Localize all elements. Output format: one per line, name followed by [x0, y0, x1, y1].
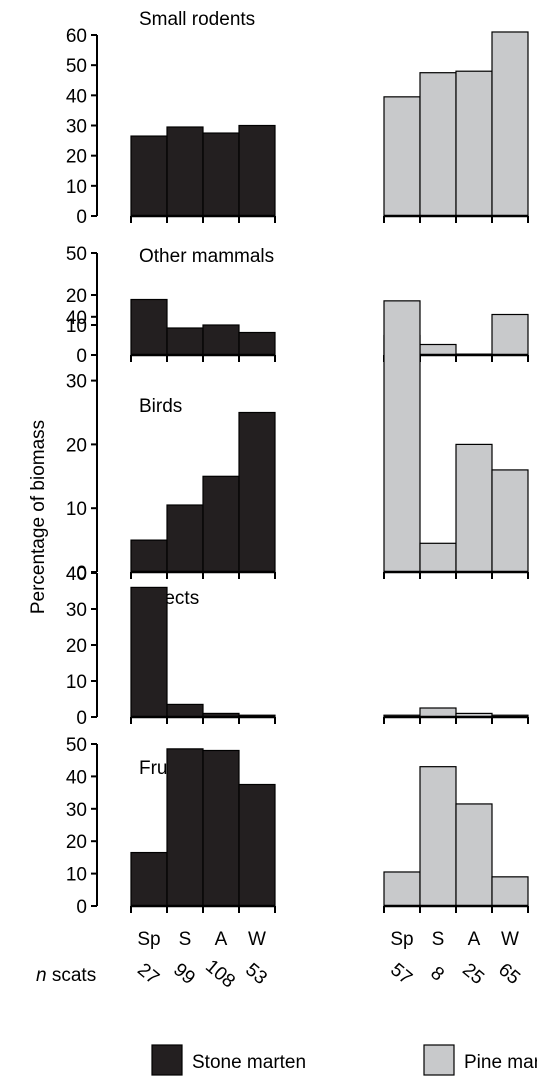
bar-pine-marten-a [455, 70, 493, 217]
season-label: Sp [390, 929, 413, 950]
bar-stone-marten-sp [130, 135, 168, 217]
y-tick-label: 10 [66, 177, 87, 198]
bar-stone-marten-w [238, 411, 276, 573]
bar-pine-marten-s [419, 72, 457, 217]
bar-stone-marten-sp [130, 586, 168, 718]
bar-stone-marten-sp [130, 539, 168, 573]
bar-stone-marten-a [202, 749, 240, 907]
n-scats-label-n: n [36, 965, 47, 986]
y-tick-label: 10 [66, 865, 87, 886]
panel-title: Small rodents [139, 9, 255, 30]
y-tick-label: 50 [66, 56, 87, 77]
bar-stone-marten-sp [130, 298, 168, 356]
y-tick-label: 30 [66, 600, 87, 621]
y-tick-label: 0 [76, 708, 87, 729]
y-tick-label: 30 [66, 800, 87, 821]
bar-stone-marten-a [202, 324, 240, 356]
y-tick-label: 40 [66, 86, 87, 107]
n-scats-label-rest: scats [47, 965, 97, 986]
season-label: A [468, 929, 481, 950]
legend-swatch-stone-marten [151, 1044, 183, 1076]
y-tick-label: 10 [66, 499, 87, 520]
bar-pine-marten-a [455, 803, 493, 907]
bar-pine-marten-a [455, 443, 493, 573]
bar-pine-marten-sp [383, 300, 421, 573]
y-tick-label: 0 [76, 897, 87, 918]
bar-pine-marten-s [419, 707, 457, 718]
y-tick-label: 0 [76, 563, 87, 584]
bar-stone-marten-s [166, 504, 204, 573]
bar-stone-marten-a [202, 132, 240, 217]
y-tick-label: 0 [76, 207, 87, 228]
bar-pine-marten-w [491, 876, 529, 907]
y-tick-label: 30 [66, 372, 87, 393]
n-scats-value: 108 [201, 956, 239, 992]
n-scats-value: 65 [494, 959, 524, 989]
season-label: Sp [137, 929, 160, 950]
season-label: S [432, 929, 445, 950]
y-tick-label: 40 [66, 564, 87, 585]
y-tick-label: 10 [66, 316, 87, 337]
bar-stone-marten-w [238, 331, 276, 356]
panel-other-mammals: Other mammals 0 10 20 [66, 246, 529, 367]
panel-title: Birds [139, 396, 182, 417]
y-tick-label: 20 [66, 286, 87, 307]
bar-stone-marten-w [238, 783, 276, 907]
panel-title: Other mammals [139, 246, 274, 267]
bar-stone-marten-sp [130, 851, 168, 907]
y-tick-label: 40 [66, 767, 87, 788]
chart-panels: Small rodents 0 10 20 30 40 50 60 Other mammals 0… [66, 9, 529, 918]
bar-stone-marten-a [202, 475, 240, 573]
bar-stone-marten-s [166, 748, 204, 907]
bar-pine-marten-w [491, 313, 529, 356]
season-label: W [501, 929, 519, 950]
n-scats-value: 57 [386, 959, 416, 989]
y-tick-label: 50 [66, 244, 87, 265]
y-tick-label: 20 [66, 636, 87, 657]
season-label: S [179, 929, 192, 950]
n-scats-value: 25 [458, 959, 488, 989]
y-tick-label: 50 [66, 735, 87, 756]
n-scats-label: n scats [36, 965, 96, 986]
y-tick-label: 20 [66, 832, 87, 853]
y-tick-label: 20 [66, 147, 87, 168]
panel-birds: Birds 0 10 20 30 40 50 [66, 244, 529, 584]
y-tick-label: 0 [76, 346, 87, 367]
bar-pine-marten-w [491, 469, 529, 573]
y-tick-label: 30 [66, 117, 87, 138]
bar-stone-marten-w [238, 124, 276, 217]
y-axis-label: Percentage of biomass [28, 420, 49, 614]
bar-pine-marten-w [491, 31, 529, 217]
bar-pine-marten-sp [383, 871, 421, 907]
legend-swatch-pine-marten [423, 1044, 455, 1076]
panel-small-rodents: Small rodents 0 10 20 30 40 50 60 [66, 9, 529, 228]
season-label: W [248, 929, 266, 950]
legend-label-pine-marten: Pine marten [464, 1052, 537, 1073]
bar-pine-marten-s [419, 766, 457, 907]
bar-stone-marten-s [166, 126, 204, 217]
bar-stone-marten-s [166, 703, 204, 718]
n-scats-value: 53 [241, 959, 271, 989]
legend-label-stone-marten: Stone marten [192, 1052, 306, 1073]
y-tick-label: 10 [66, 672, 87, 693]
season-label: A [215, 929, 228, 950]
bar-pine-marten-s [419, 343, 457, 356]
n-scats-value: 99 [169, 959, 199, 989]
chart-legend: Stone marten Pine marten [151, 1044, 537, 1076]
n-scats-value: 8 [426, 963, 448, 986]
bar-pine-marten-sp [383, 96, 421, 217]
n-scats-value: 27 [133, 959, 163, 989]
y-tick-label: 20 [66, 435, 87, 456]
bar-stone-marten-s [166, 327, 204, 356]
y-tick-label: 40 [66, 308, 87, 329]
bar-pine-marten-s [419, 542, 457, 573]
y-tick-label: 60 [66, 26, 87, 47]
